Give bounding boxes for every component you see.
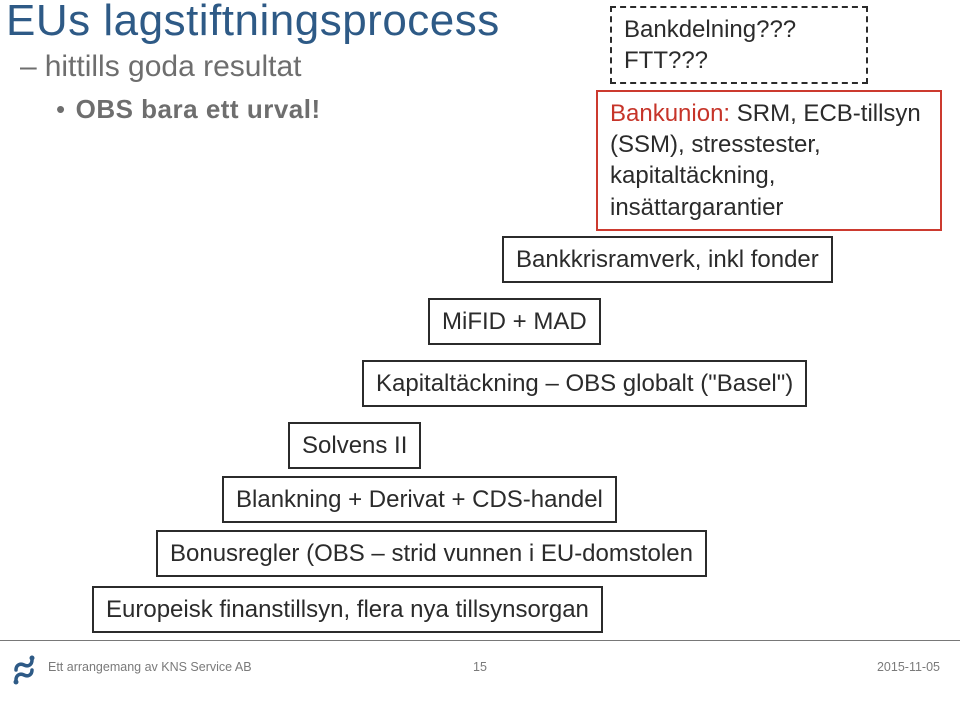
- box-solvens-text: Solvens II: [302, 432, 407, 459]
- footer-text: Ett arrangemang av KNS Service AB: [48, 660, 252, 674]
- box-bonus-text: Bonusregler (OBS – strid vunnen i EU-dom…: [170, 540, 693, 567]
- footer-date: 2015-11-05: [877, 660, 940, 674]
- footer-page-number: 15: [473, 660, 487, 674]
- box-mifid: MiFID + MAD: [428, 298, 601, 345]
- page-title: EUs lagstiftningsprocess: [6, 0, 500, 46]
- box-kapital: Kapitaltäckning – OBS globalt ("Basel"): [362, 360, 807, 407]
- box-europeisk-text: Europeisk finanstillsyn, flera nya tills…: [106, 596, 589, 623]
- box-bankkris: Bankkrisramverk, inkl fonder: [502, 236, 833, 283]
- box-mifid-text: MiFID + MAD: [442, 308, 587, 335]
- box-blankning: Blankning + Derivat + CDS-handel: [222, 476, 617, 523]
- box-blankning-text: Blankning + Derivat + CDS-handel: [236, 486, 603, 513]
- box-bankunion-prefix: Bankunion:: [610, 100, 730, 127]
- footer-logo-icon: [10, 652, 40, 686]
- box-solvens: Solvens II: [288, 422, 421, 469]
- box-bankkris-text: Bankkrisramverk, inkl fonder: [516, 246, 819, 273]
- box-bankdelning: Bankdelning??? FTT???: [610, 6, 868, 84]
- box-bonus: Bonusregler (OBS – strid vunnen i EU-dom…: [156, 530, 707, 577]
- box-bankdelning-text: Bankdelning??? FTT???: [624, 16, 796, 74]
- box-bankunion: Bankunion: SRM, ECB-tillsyn (SSM), stres…: [596, 90, 942, 231]
- box-kapital-text: Kapitaltäckning – OBS globalt ("Basel"): [376, 370, 793, 397]
- box-europeisk: Europeisk finanstillsyn, flera nya tills…: [92, 586, 603, 633]
- footer-divider: [0, 640, 960, 641]
- page-bullet: OBS bara ett urval!: [56, 94, 321, 125]
- page-subtitle: hittills goda resultat: [20, 50, 302, 84]
